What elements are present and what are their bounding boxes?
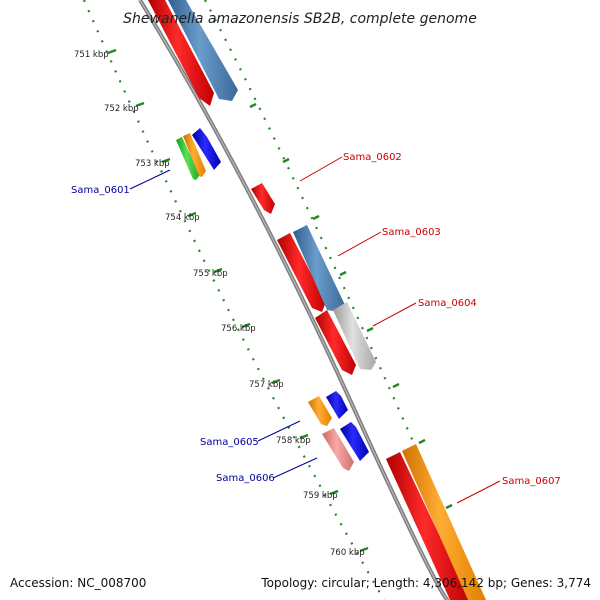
leader-lines: [129, 156, 501, 504]
tick-label: 751 kbp: [74, 50, 109, 60]
gene-feature-sama-0602[interactable]: [251, 183, 275, 214]
genome-summary-text: Topology: circular; Length: 4,306,142 bp…: [261, 576, 591, 590]
gene-feature[interactable]: [148, 0, 214, 106]
outer-ring-ticks: [249, 102, 453, 510]
gene-feature[interactable]: [168, 0, 238, 101]
gene-label-sama-0604[interactable]: Sama_0604: [418, 298, 477, 309]
map-title: Shewanella amazonensis SB2B, complete ge…: [123, 11, 477, 27]
gene-feature-sama-0603-red[interactable]: [277, 233, 326, 312]
gene-group-0601: [176, 128, 221, 180]
gene-label-sama-0605[interactable]: Sama_0605: [200, 437, 259, 448]
genome-backbone: [138, 0, 451, 600]
tick-marks: [107, 48, 369, 553]
tick-label: 755 kbp: [193, 269, 228, 279]
tick-label: 759 kbp: [303, 491, 338, 501]
gene-feature-sama-0607-red[interactable]: [386, 452, 470, 600]
tick-label: 752 kbp: [104, 104, 139, 114]
tick-label: 758 kbp: [276, 436, 311, 446]
gene-feature-sama-0606[interactable]: [322, 428, 354, 471]
gene-feature[interactable]: [176, 137, 200, 180]
gene-label-sama-0603[interactable]: Sama_0603: [382, 227, 441, 238]
gene-feature-sama-0605[interactable]: [308, 396, 332, 426]
gene-feature-sama-0604-red[interactable]: [315, 310, 356, 375]
gene-label-sama-0606[interactable]: Sama_0606: [216, 473, 275, 484]
accession-text: Accession: NC_008700: [10, 576, 147, 590]
gene-feature-sama-0607[interactable]: [402, 444, 486, 600]
tick-label: 754 kbp: [165, 213, 200, 223]
gene-label-sama-0602[interactable]: Sama_0602: [343, 152, 402, 163]
gene-label-sama-0607[interactable]: Sama_0607: [502, 476, 561, 487]
gene-feature[interactable]: [340, 422, 369, 461]
tick-label: 753 kbp: [135, 159, 170, 169]
tick-label: 756 kbp: [221, 324, 256, 334]
genes-top: [148, 0, 238, 106]
genome-backbone-highlight: [139, 0, 450, 600]
gene-feature[interactable]: [326, 391, 348, 419]
tick-label: 757 kbp: [249, 380, 284, 390]
gene-feature-sama-0604[interactable]: [333, 302, 376, 370]
inner-ring: [82, 0, 385, 600]
gene-feature[interactable]: [183, 133, 206, 177]
gene-group-0605-0606: [308, 391, 369, 471]
gene-feature-sama-0603[interactable]: [293, 225, 345, 312]
gene-feature[interactable]: [192, 128, 221, 170]
gene-label-sama-0601[interactable]: Sama_0601: [71, 185, 130, 196]
tick-label: 760 kbp: [330, 548, 365, 558]
